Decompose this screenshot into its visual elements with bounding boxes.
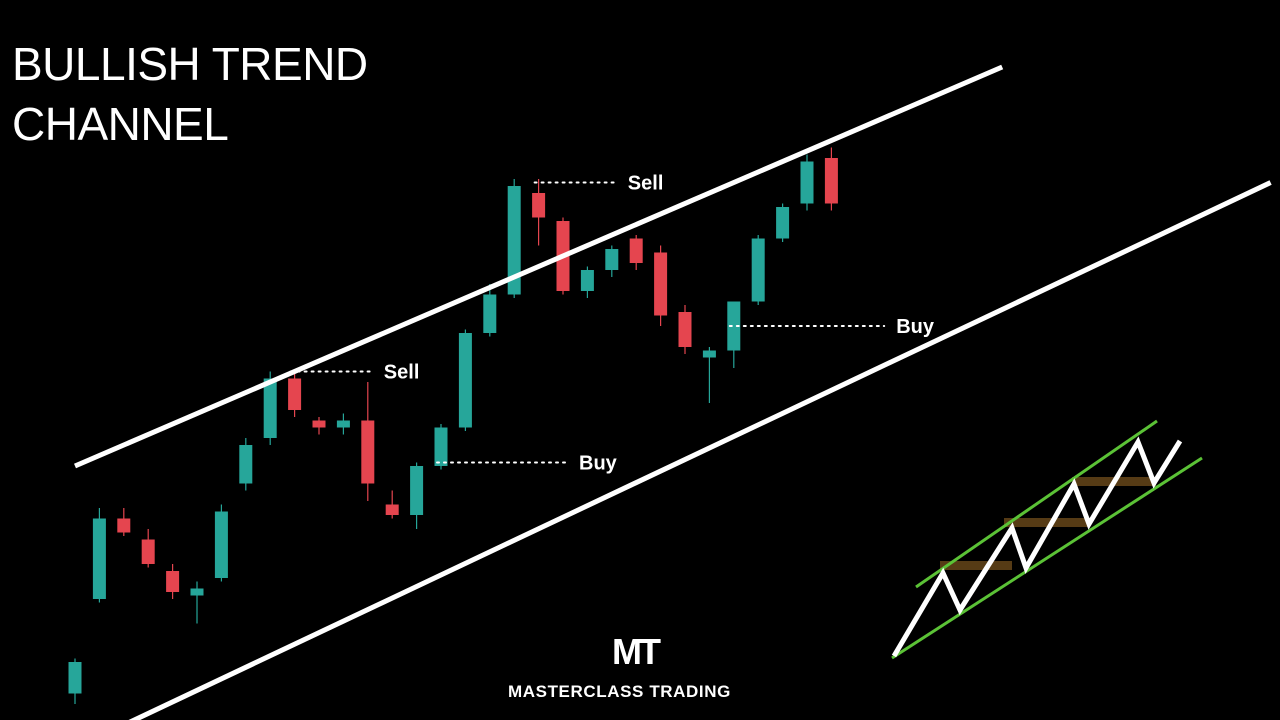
candle-body <box>410 466 424 515</box>
candle-body <box>702 350 716 358</box>
annotation-label: Buy <box>579 453 618 475</box>
candle <box>605 245 619 277</box>
candle <box>458 329 472 431</box>
candle-body <box>483 294 497 333</box>
candle-body <box>385 504 399 515</box>
candle <box>800 154 814 211</box>
candle-body <box>214 511 228 578</box>
candle-body <box>312 420 326 428</box>
icon-channel-lower <box>891 456 1203 660</box>
candle <box>776 203 790 242</box>
candle-body <box>117 518 131 533</box>
candle <box>239 438 253 491</box>
candle-body <box>263 378 277 438</box>
candle-body <box>141 539 155 564</box>
candle-body <box>800 161 814 204</box>
candle <box>117 508 131 536</box>
channel-lower-line <box>128 180 1272 720</box>
annotation-sell: Sell <box>533 173 664 195</box>
candle-body <box>68 662 82 694</box>
candle-body <box>507 186 521 295</box>
candle-body <box>678 312 692 347</box>
annotation-label: Buy <box>896 316 935 338</box>
candle <box>288 371 302 417</box>
annotation-buy: Buy <box>436 453 618 475</box>
trade-annotations: Sell Buy Sell Buy <box>289 173 935 475</box>
title-line-2: CHANNEL <box>12 98 229 150</box>
candle-body <box>751 238 765 302</box>
brand-logo-mark: MT <box>612 631 661 672</box>
icon-price-zigzag <box>891 436 1183 658</box>
candle <box>483 284 497 337</box>
candle-body <box>288 378 302 410</box>
bullish-channel-diagram-icon <box>891 419 1203 660</box>
candle-body <box>458 333 472 428</box>
icon-zone <box>940 561 1012 570</box>
candle-body <box>824 158 838 204</box>
candle <box>434 424 448 470</box>
candle-body <box>532 193 546 218</box>
brand-name: MASTERCLASS TRADING <box>508 682 731 701</box>
candle-body <box>580 270 594 291</box>
candle-body <box>605 249 619 270</box>
candle <box>580 266 594 298</box>
candle-body <box>336 420 350 428</box>
candle-body <box>92 518 106 599</box>
candle <box>751 235 765 305</box>
annotation-sell: Sell <box>289 362 420 384</box>
candle-body <box>239 445 253 484</box>
channel-upper-line <box>74 64 1004 469</box>
candle-body <box>190 588 204 596</box>
candle <box>410 462 424 529</box>
icon-zone <box>1004 518 1088 527</box>
candle <box>336 413 350 435</box>
candle <box>68 658 82 704</box>
candle-body <box>654 252 668 316</box>
candle <box>141 529 155 568</box>
candle-body <box>776 207 790 239</box>
candle <box>312 417 326 435</box>
title-line-1: BULLISH TREND <box>12 38 368 90</box>
candle <box>727 301 741 368</box>
candle <box>702 347 716 403</box>
candle-body <box>166 571 180 592</box>
candles <box>68 147 838 704</box>
candle <box>92 508 106 603</box>
candle <box>361 382 375 501</box>
candle <box>214 504 228 582</box>
trend-channel <box>74 64 1272 720</box>
candle <box>824 147 838 211</box>
annotation-label: Sell <box>628 173 664 195</box>
icon-channel-upper <box>915 419 1158 589</box>
annotation-buy: Buy <box>728 316 935 338</box>
candle <box>532 179 546 246</box>
candle <box>678 305 692 354</box>
candle-body <box>727 301 741 351</box>
candle <box>654 245 668 326</box>
candle-body <box>629 238 643 263</box>
candle <box>190 581 204 624</box>
candle-body <box>361 420 375 484</box>
candle-body <box>434 427 448 466</box>
candle <box>166 564 180 599</box>
candle <box>385 490 399 519</box>
candle <box>629 235 643 270</box>
annotation-label: Sell <box>384 362 420 384</box>
